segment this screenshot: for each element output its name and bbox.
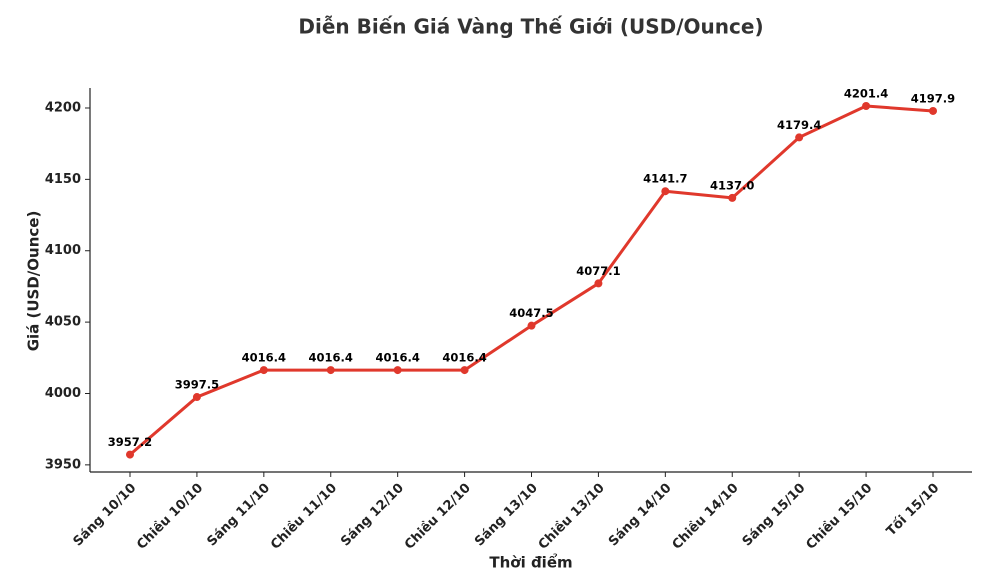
y-tick-label: 3950: [45, 457, 81, 472]
data-label: 4047.5: [509, 306, 553, 320]
chart-title: Diễn Biến Giá Vàng Thế Giới (USD/Ounce): [298, 15, 763, 39]
x-tick-label: Sáng 14/10: [606, 481, 675, 550]
data-label: 4179.4: [777, 118, 821, 132]
data-label: 4016.4: [309, 351, 353, 365]
y-tick-label: 4100: [45, 243, 81, 258]
x-tick-label: Chiều 10/10: [134, 481, 206, 553]
point: [795, 133, 804, 142]
data-label: 4137.0: [710, 178, 754, 192]
x-tick-label: Sáng 13/10: [472, 481, 541, 550]
x-tick-label: Chiều 15/10: [803, 481, 875, 553]
point: [259, 366, 268, 375]
x-axis-label: Thời điểm: [489, 553, 572, 572]
x-tick-label: Chiều 11/10: [268, 481, 340, 553]
point: [326, 366, 335, 375]
data-label: 4197.9: [911, 91, 955, 105]
x-tick-label: Chiều 13/10: [536, 481, 608, 553]
data-label: 4016.4: [242, 351, 286, 365]
point: [126, 450, 134, 459]
point: [862, 101, 871, 110]
x-tick-label: Chiều 14/10: [670, 481, 742, 553]
y-tick-label: 4150: [45, 172, 81, 187]
x-tick-label: Chiều 12/10: [402, 481, 474, 553]
data-label: 4077.1: [576, 264, 620, 278]
data-label: 3957.2: [108, 435, 152, 449]
data-label: 4016.4: [442, 351, 486, 365]
data-label: 3997.5: [175, 378, 219, 392]
point: [661, 187, 670, 196]
point: [929, 106, 937, 115]
x-tick-label: Tối 15/10: [884, 481, 942, 539]
y-tick-label: 4200: [45, 100, 81, 115]
x-tick-label: Sáng 11/10: [204, 481, 273, 550]
y-axis-label: Giá (USD/Ounce): [25, 211, 43, 352]
x-tick-label: Sáng 10/10: [71, 481, 140, 550]
point: [460, 366, 469, 375]
data-label: 4141.7: [643, 172, 687, 186]
y-tick-label: 4050: [45, 315, 81, 330]
data-label: 4016.4: [375, 351, 419, 365]
point: [728, 193, 737, 202]
y-tick-label: 4000: [45, 386, 81, 401]
point: [393, 366, 402, 375]
line: [129, 104, 934, 456]
data-label: 4201.4: [844, 86, 888, 100]
point: [192, 393, 201, 402]
point: [527, 321, 536, 330]
x-tick-label: Sáng 15/10: [740, 481, 809, 550]
x-tick-label: Sáng 12/10: [338, 481, 407, 550]
point: [594, 279, 603, 288]
